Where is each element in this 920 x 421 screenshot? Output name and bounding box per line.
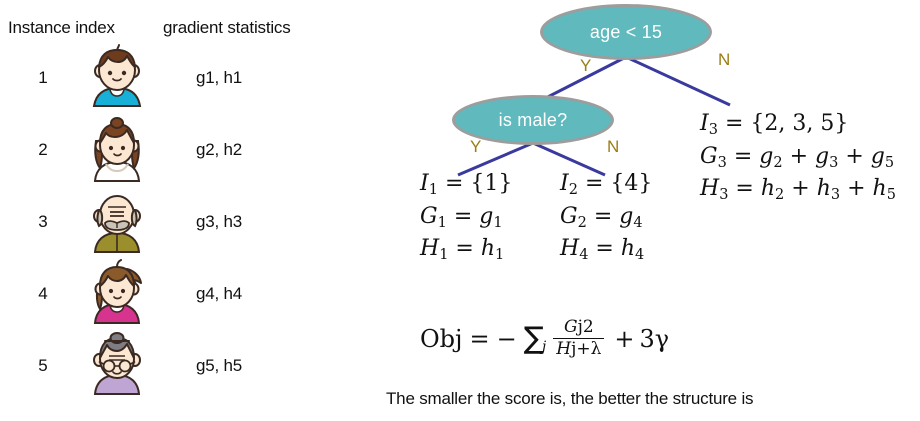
leaf-2-line-2: G2 = g4	[560, 203, 643, 231]
tree-node-is-male-label: is male?	[498, 109, 568, 130]
row-stats-4: g4, h4	[196, 284, 243, 303]
objective-tail-number: 3	[639, 324, 655, 353]
summation-index: j	[541, 338, 547, 355]
leaf-2-line-3: H4 = h4	[560, 236, 645, 264]
leaf-2-stats: I2 = {4} G2 = g4 H4 = h4	[560, 168, 652, 266]
instance-index-header: Instance index	[8, 18, 115, 37]
row-index-5: 5	[38, 356, 48, 375]
leaf-3-stats: I3 = {2, 3, 5} G3 = g2 + g3 + g5 H3 = h2…	[700, 108, 896, 206]
summation-symbol: ∑	[523, 320, 544, 356]
caption-text: The smaller the score is, the better the…	[386, 389, 754, 408]
fraction-numerator: Gj2	[563, 317, 594, 337]
row-stats-5: g5, h5	[196, 356, 243, 375]
leaf-1-stats: I1 = {1} G1 = g1 H1 = h1	[420, 168, 512, 266]
branch-label-child-yes: Y	[470, 137, 482, 156]
objective-fraction: Gj2 Hj+λ	[553, 317, 605, 359]
leaf-1-line-1: I1 = {1}	[420, 171, 513, 199]
girl-bun-avatar	[86, 117, 148, 183]
girl-ponytail-avatar	[86, 259, 148, 325]
objective-minus: −	[496, 324, 517, 353]
row-index-4: 4	[38, 284, 48, 303]
row-index-1: 1	[38, 68, 48, 87]
row-stats-2: g2, h2	[196, 140, 243, 159]
objective-lhs: Obj	[420, 324, 463, 353]
tree-node-root[interactable]: age < 15	[540, 4, 712, 60]
boy-avatar	[86, 44, 148, 110]
row-index-2: 2	[38, 140, 48, 159]
gradient-statistics-header: gradient statistics	[163, 18, 291, 37]
row-stats-1: g1, h1	[196, 68, 243, 87]
fraction-denominator: Hj+λ	[553, 338, 605, 359]
branch-label-root-no: N	[718, 50, 731, 69]
row-index-3: 3	[38, 212, 48, 231]
branch-label-root-yes: Y	[580, 56, 592, 75]
leaf-3-line-3: H3 = h2 + h3 + h5	[700, 176, 896, 204]
tree-node-is-male[interactable]: is male?	[452, 95, 614, 145]
objective-equals: =	[469, 324, 490, 353]
branch-label-child-no: N	[607, 137, 620, 156]
old-woman-avatar	[86, 330, 148, 396]
objective-gamma: γ	[654, 324, 670, 353]
leaf-3-line-1: I3 = {2, 3, 5}	[700, 111, 849, 139]
row-stats-3: g3, h3	[196, 212, 243, 231]
leaf-2-line-1: I2 = {4}	[560, 171, 653, 199]
leaf-3-line-2: G3 = g2 + g3 + g5	[700, 143, 895, 171]
tree-node-root-label: age < 15	[589, 21, 663, 42]
objective-formula: Obj = − ∑ j Gj2 Hj+λ + 3 γ	[420, 317, 670, 359]
leaf-1-line-3: H1 = h1	[420, 236, 505, 264]
old-man-avatar	[86, 188, 148, 254]
objective-plus: +	[614, 324, 635, 353]
leaf-1-line-2: G1 = g1	[420, 203, 503, 231]
